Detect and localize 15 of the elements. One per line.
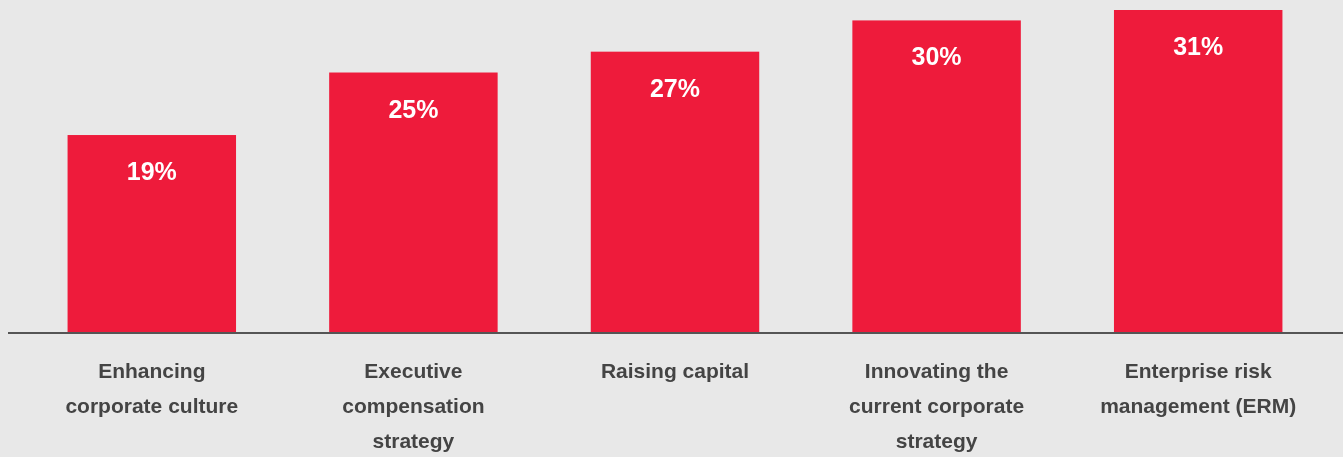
data-label: 27%	[649, 73, 701, 102]
data-label: 19%	[126, 157, 177, 186]
x-tick-label: Innovating the current corporate strategy	[849, 359, 1025, 452]
bar	[67, 135, 237, 333]
x-tick-label: Raising capital	[600, 359, 750, 382]
data-label: 30%	[911, 42, 962, 71]
x-tick-label: Enterprise risk management (ERM)	[1100, 359, 1297, 417]
bar	[329, 72, 498, 333]
x-tick-label: Enhancing corporate culture	[65, 359, 239, 417]
x-tick-label: Executive compensation strategy	[342, 359, 485, 452]
data-label: 31%	[1173, 32, 1224, 60]
bar	[852, 20, 1021, 333]
bar	[590, 51, 760, 333]
bar	[1113, 10, 1283, 333]
data-label: 25%	[388, 94, 439, 123]
